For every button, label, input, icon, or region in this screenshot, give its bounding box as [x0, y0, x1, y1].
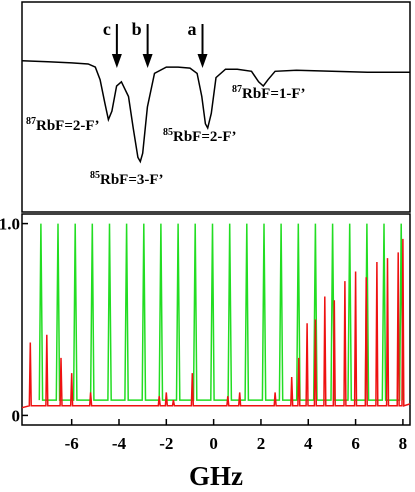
data-line	[21, 238, 411, 409]
arrow-label: a	[188, 19, 197, 39]
x-tick-label: 2	[257, 434, 266, 453]
arrow-head	[197, 54, 208, 68]
x-tick-label: -2	[159, 434, 173, 453]
x-tick-label: 6	[351, 434, 360, 453]
y-tick-label: 1.0	[0, 215, 20, 234]
x-tick-label: -4	[112, 434, 127, 453]
transition: RbF=1-F’	[242, 86, 306, 102]
plot-frame	[21, 1, 411, 213]
x-tick-label: 4	[304, 434, 313, 453]
isotope: 85	[90, 170, 100, 181]
transition: RbF=2-F’	[36, 118, 100, 134]
arrow-label: c	[103, 19, 111, 39]
peak-label: 85RbF=2-F’	[163, 127, 237, 145]
x-tick-label: 8	[399, 434, 408, 453]
arrow-head	[111, 54, 122, 68]
x-tick-label: 0	[209, 434, 218, 453]
transition: RbF=3-F’	[100, 172, 164, 188]
peak-label: 85RbF=3-F’	[90, 170, 164, 188]
peak-label: 87RbF=1-F’	[232, 84, 306, 102]
arrow-head	[142, 54, 153, 68]
isotope: 87	[26, 116, 36, 127]
isotope: 87	[232, 84, 242, 95]
transition: RbF=2-F’	[173, 129, 237, 145]
peak-label: 87RbF=2-F’	[26, 116, 100, 134]
y-tick-label: 0	[12, 406, 21, 425]
data-line	[38, 223, 404, 401]
isotope: 85	[163, 127, 173, 138]
x-tick-label: -6	[65, 434, 79, 453]
plot-frame	[21, 213, 411, 426]
x-axis-label: GHz	[189, 461, 243, 491]
arrow-label: b	[132, 19, 142, 39]
data-line	[21, 60, 410, 164]
